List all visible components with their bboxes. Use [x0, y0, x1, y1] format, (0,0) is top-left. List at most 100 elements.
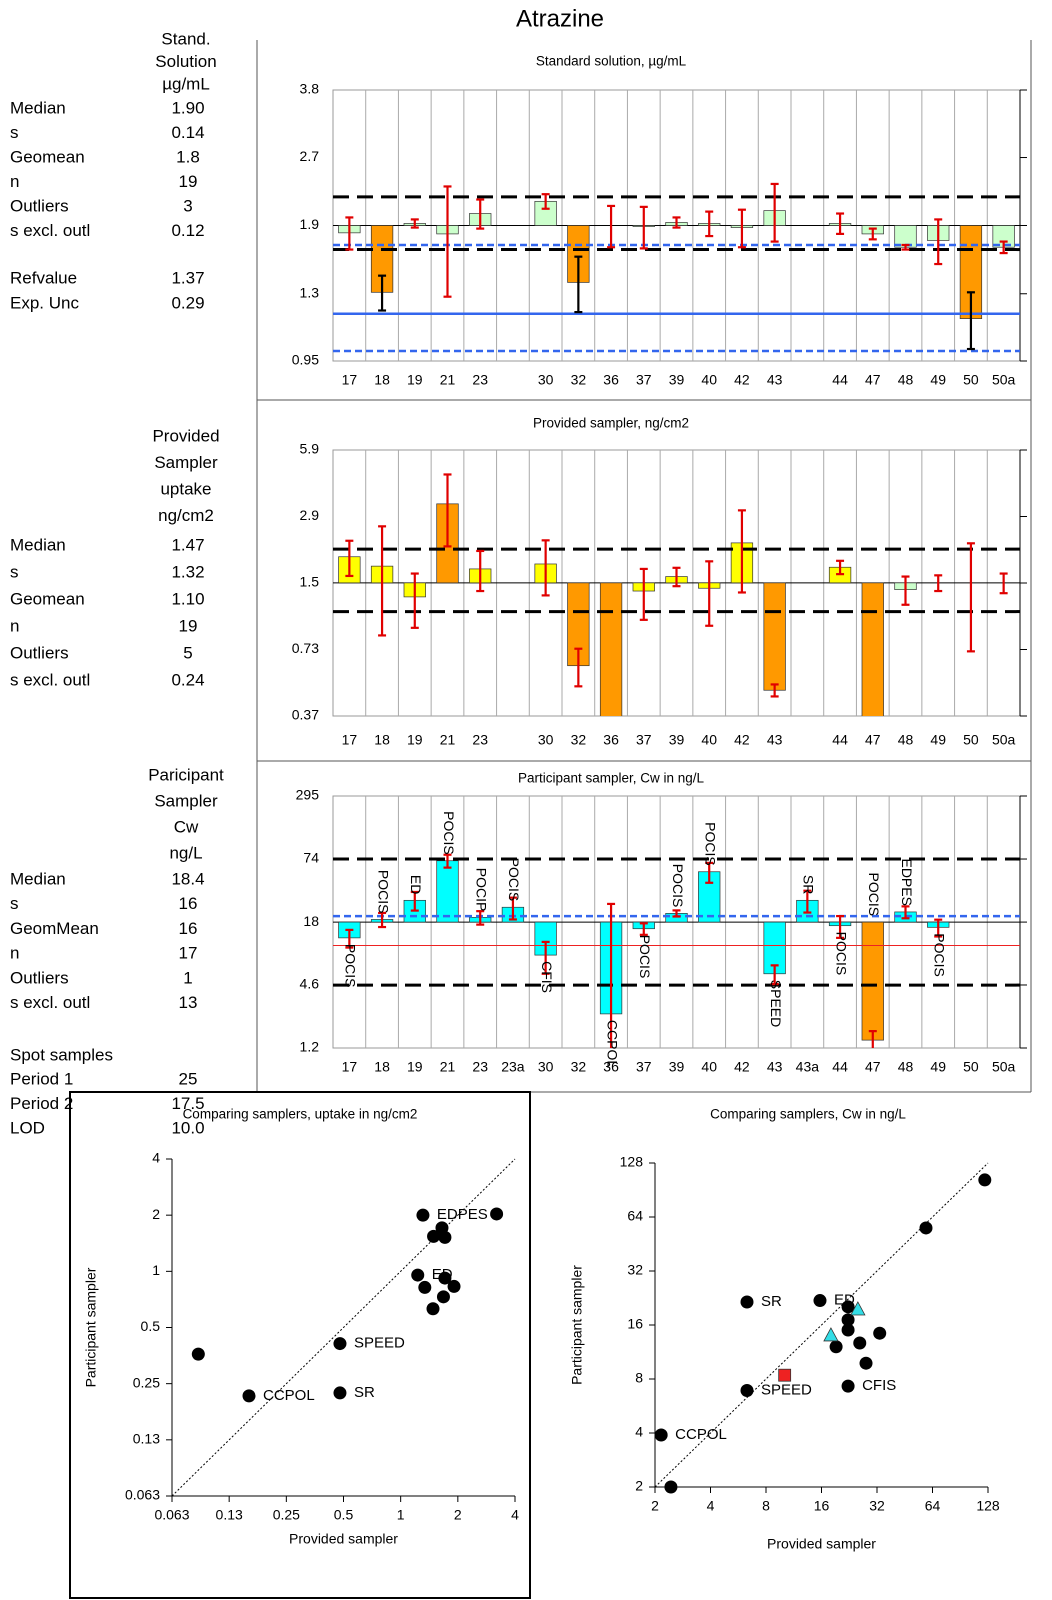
x-tick-label: 44: [832, 372, 848, 388]
point: [333, 1337, 347, 1351]
x-tick-label: 32: [869, 1498, 885, 1514]
y-tick-label: 0.13: [133, 1431, 160, 1447]
y-tick-label: 4: [635, 1424, 643, 1440]
stats-value: 25: [179, 1069, 198, 1088]
stats-header: Paricipant: [148, 765, 224, 784]
stats-label: Outliers: [10, 196, 69, 215]
bar-annotation: POCIS: [866, 873, 882, 917]
point: [426, 1302, 440, 1316]
stats-value: 16: [179, 894, 198, 913]
point: [664, 1480, 678, 1494]
y-tick-label: 0.063: [125, 1487, 160, 1503]
point-label: SR: [761, 1293, 782, 1310]
x-tick-label: 48: [898, 1059, 914, 1075]
y-tick-label: 128: [620, 1154, 644, 1170]
stats-header: Stand.: [161, 29, 210, 48]
y-tick-label: 2.7: [300, 148, 320, 164]
x-tick-label: 23: [472, 732, 488, 748]
x-tick-label: 30: [538, 732, 554, 748]
stats-header: Solution: [155, 52, 216, 71]
x-tick-label: 0.5: [334, 1507, 354, 1523]
stats-label: s excl. outl: [10, 993, 90, 1012]
stats-header: uptake: [160, 479, 211, 498]
stats-label: Median: [10, 869, 66, 888]
stats-value: 1.47: [171, 535, 204, 554]
stats-header: ng/cm2: [158, 506, 214, 525]
y-tick-label: 32: [627, 1262, 643, 1278]
point: [427, 1229, 441, 1243]
y-tick-label: 295: [296, 787, 320, 803]
plot-group: [333, 473, 1020, 716]
stats-value: 5: [183, 643, 192, 662]
x-tick-label: 47: [865, 1059, 881, 1075]
y-tick-label: 0.5: [141, 1318, 161, 1334]
y-tick-label: 1.5: [300, 574, 320, 590]
point: [841, 1300, 855, 1314]
x-tick-label: 37: [636, 1059, 652, 1075]
stats-label: Median: [10, 98, 66, 117]
x-tick-label: 50: [963, 372, 979, 388]
x-tick-label: 36: [603, 732, 619, 748]
stats-label: n: [10, 944, 19, 963]
chart-title: Provided sampler, ng/cm2: [533, 416, 689, 431]
x-tick-label: 17: [342, 372, 358, 388]
point: [823, 1327, 839, 1342]
stats-label: GeomMean: [10, 919, 99, 938]
point: [853, 1336, 867, 1350]
y-tick-label: 0.73: [292, 640, 319, 656]
y-tick-label: 2: [635, 1478, 643, 1494]
stats-header: µg/mL: [162, 74, 210, 93]
x-tick-label: 1: [397, 1507, 405, 1523]
x-tick-label: 2: [454, 1507, 462, 1523]
stats-label: Period 2: [10, 1094, 73, 1113]
y-tick-label: 2.9: [300, 507, 320, 523]
bar-annotation: POCIS: [506, 858, 522, 902]
point: [411, 1268, 425, 1282]
x-tick-label: 50a: [992, 1059, 1016, 1075]
point: [978, 1173, 992, 1187]
x-tick-label: 43: [767, 732, 783, 748]
stats-value: 1.32: [171, 562, 204, 581]
chart-title: Participant sampler, Cw in ng/L: [518, 771, 705, 786]
x-tick-label: 64: [925, 1498, 941, 1514]
point: [333, 1386, 347, 1400]
point: [242, 1389, 256, 1403]
identity-line: [171, 1158, 516, 1497]
x-tick-label: 40: [701, 732, 717, 748]
bar-annotation: CFIS: [539, 961, 555, 993]
stats-value: 13: [179, 993, 198, 1012]
bar-annotation: EDPES: [899, 858, 915, 905]
x-tick-label: 42: [734, 372, 750, 388]
stats-label: n: [10, 172, 19, 191]
x-tick-label: 42: [734, 1059, 750, 1075]
x-tick-label: 50a: [992, 372, 1016, 388]
point: [654, 1428, 668, 1442]
point: [778, 1368, 792, 1382]
stats-label: n: [10, 616, 19, 635]
stats-value: 18.4: [171, 869, 204, 888]
point: [841, 1313, 855, 1327]
stats-label: Outliers: [10, 643, 69, 662]
y-axis-label: Participant sampler: [83, 1267, 99, 1387]
y-tick-label: 1.9: [300, 216, 320, 232]
y-tick-label: 18: [303, 913, 319, 929]
bar-annotation: ED: [408, 875, 424, 894]
x-tick-label: 50: [963, 1059, 979, 1075]
stats-label: s excl. outl: [10, 221, 90, 240]
stats-value: 1.8: [176, 147, 200, 166]
x-tick-label: 43: [767, 1059, 783, 1075]
point: [447, 1279, 461, 1293]
x-tick-label: 49: [930, 732, 946, 748]
stats-value: 0.29: [171, 293, 204, 312]
point: [841, 1379, 855, 1393]
x-tick-label: 19: [407, 372, 423, 388]
point: [829, 1340, 843, 1354]
x-tick-label: 19: [407, 732, 423, 748]
x-tick-label: 49: [930, 372, 946, 388]
stats-label: Geomean: [10, 589, 85, 608]
x-tick-label: 21: [440, 372, 456, 388]
stats-header: Sampler: [154, 791, 218, 810]
stats-value: 1.90: [171, 98, 204, 117]
y-tick-label: 4.6: [300, 976, 320, 992]
bar-annotation: POCIS: [932, 933, 948, 977]
